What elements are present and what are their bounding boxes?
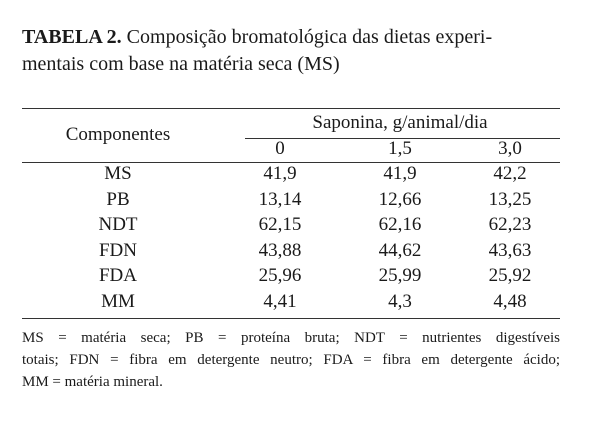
row-label: MS xyxy=(104,163,132,184)
row-label: PB xyxy=(106,188,130,210)
cell-value: 42,2 xyxy=(493,163,527,184)
cell-value: 41,9 xyxy=(263,163,297,184)
cell-value: 25,92 xyxy=(488,265,532,286)
title-line: mentais com base na matéria seca (MS) xyxy=(22,53,340,75)
row-label: FDA xyxy=(98,265,138,286)
cell-value: 13,25 xyxy=(488,188,532,210)
cell-value: 43,63 xyxy=(488,239,532,261)
cell-value: 25,96 xyxy=(258,265,302,286)
group-rule xyxy=(245,138,560,139)
row-label: FDN xyxy=(98,239,138,261)
cell-value: 62,23 xyxy=(488,214,532,235)
cell-value: 62,15 xyxy=(258,214,302,235)
cell-value: 41,9 xyxy=(383,163,417,184)
footnote-line: MS = matéria seca; PB = proteína bruta; … xyxy=(22,330,560,346)
cell-value: 43,88 xyxy=(258,239,302,261)
footnote-line: totais; FDN = fibra em detergente neutro… xyxy=(22,352,560,368)
cell-value: 4,48 xyxy=(493,290,527,312)
row-label: MM xyxy=(101,290,135,312)
row-header: Componentes xyxy=(65,124,171,145)
top-rule xyxy=(22,108,560,109)
title-text: Composição bromatológica das dietas expe… xyxy=(126,26,493,48)
header-rule xyxy=(22,162,560,163)
cell-value: 12,66 xyxy=(378,188,422,210)
group-header: Saponina, g/animal/dia xyxy=(312,112,488,133)
table-label: TABELA 2. xyxy=(22,26,122,48)
row-label: NDT xyxy=(98,214,138,235)
bottom-rule xyxy=(22,318,560,319)
column-header: 1,5 xyxy=(388,138,412,159)
title-line: TABELA 2. Composição bromatológica das d… xyxy=(22,26,492,49)
footnote-line: MM = matéria mineral. xyxy=(22,374,163,390)
cell-value: 13,14 xyxy=(258,188,302,210)
column-header: 3,0 xyxy=(498,138,522,159)
cell-value: 25,99 xyxy=(378,265,422,286)
cell-value: 44,62 xyxy=(378,239,422,261)
column-header: 0 xyxy=(275,138,285,159)
cell-value: 4,41 xyxy=(263,290,297,312)
cell-value: 62,16 xyxy=(378,214,422,235)
cell-value: 4,3 xyxy=(388,290,412,312)
